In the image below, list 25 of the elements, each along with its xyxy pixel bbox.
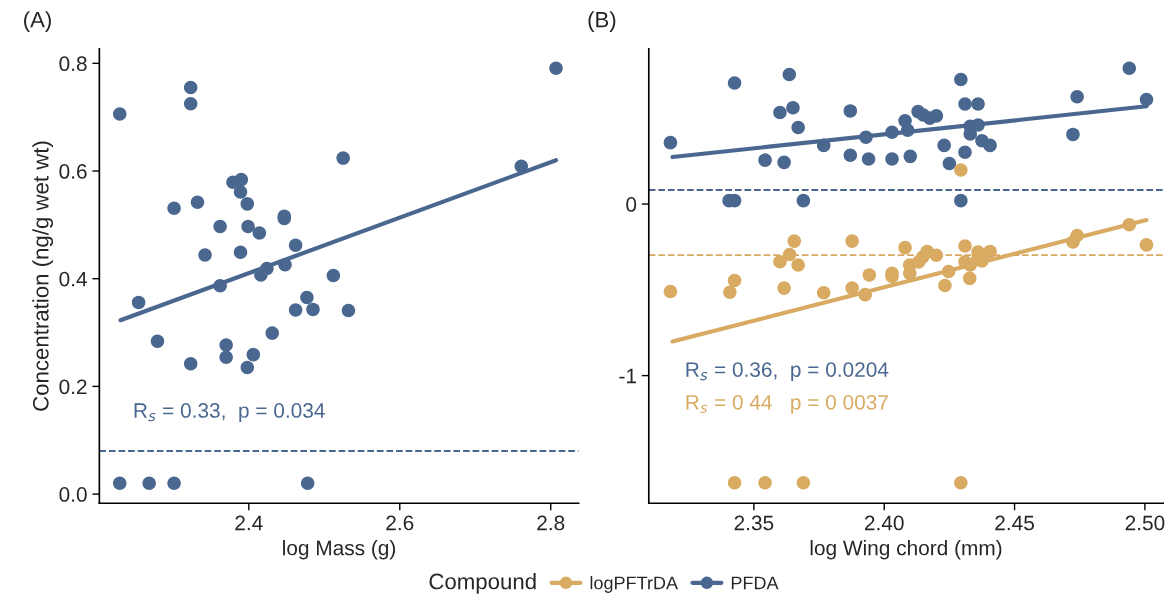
y-tick-label: 0.2 <box>59 379 87 395</box>
x-tick-label: 2.35 <box>734 515 774 531</box>
y-tick-label: 0.0 <box>59 487 87 502</box>
chart-title: (A) <box>24 11 51 32</box>
x-axis-title: log Wing chord (mm) <box>810 540 1002 560</box>
x-tick-label: 2.6 <box>386 515 414 531</box>
chart-title: (B) <box>588 11 616 32</box>
annotation: R$_{s}$ = 0.33, p = 0.034 <box>134 403 325 422</box>
y-tick-label: 0.4 <box>59 271 87 287</box>
annotation: R$_{s}$ = 0 44 p = 0 0037 <box>686 394 888 414</box>
legend-title: Compound <box>429 573 536 594</box>
y-tick-label: 0.8 <box>59 56 87 72</box>
legend-label: logPFTrDA <box>590 576 679 593</box>
x-tick-label: 2.45 <box>995 515 1034 531</box>
x-tick-label: 2.4 <box>235 515 263 531</box>
x-axis-title: log Mass (g) <box>283 540 396 560</box>
legend-label: PFDA <box>731 576 779 590</box>
y-tick-label: 0.6 <box>59 164 87 179</box>
x-tick-label: 2.40 <box>864 515 904 531</box>
y-axis-title: Concentration (ng/g wet wt) <box>32 141 54 411</box>
y-tick-label: 0 <box>626 197 637 212</box>
x-tick-label: 2.8 <box>537 515 565 531</box>
x-tick-label: 2.50 <box>1125 515 1165 531</box>
y-tick-label: -1 <box>619 368 636 384</box>
annotation: R$_{s}$ = 0.36, p = 0.0204 <box>686 362 889 382</box>
